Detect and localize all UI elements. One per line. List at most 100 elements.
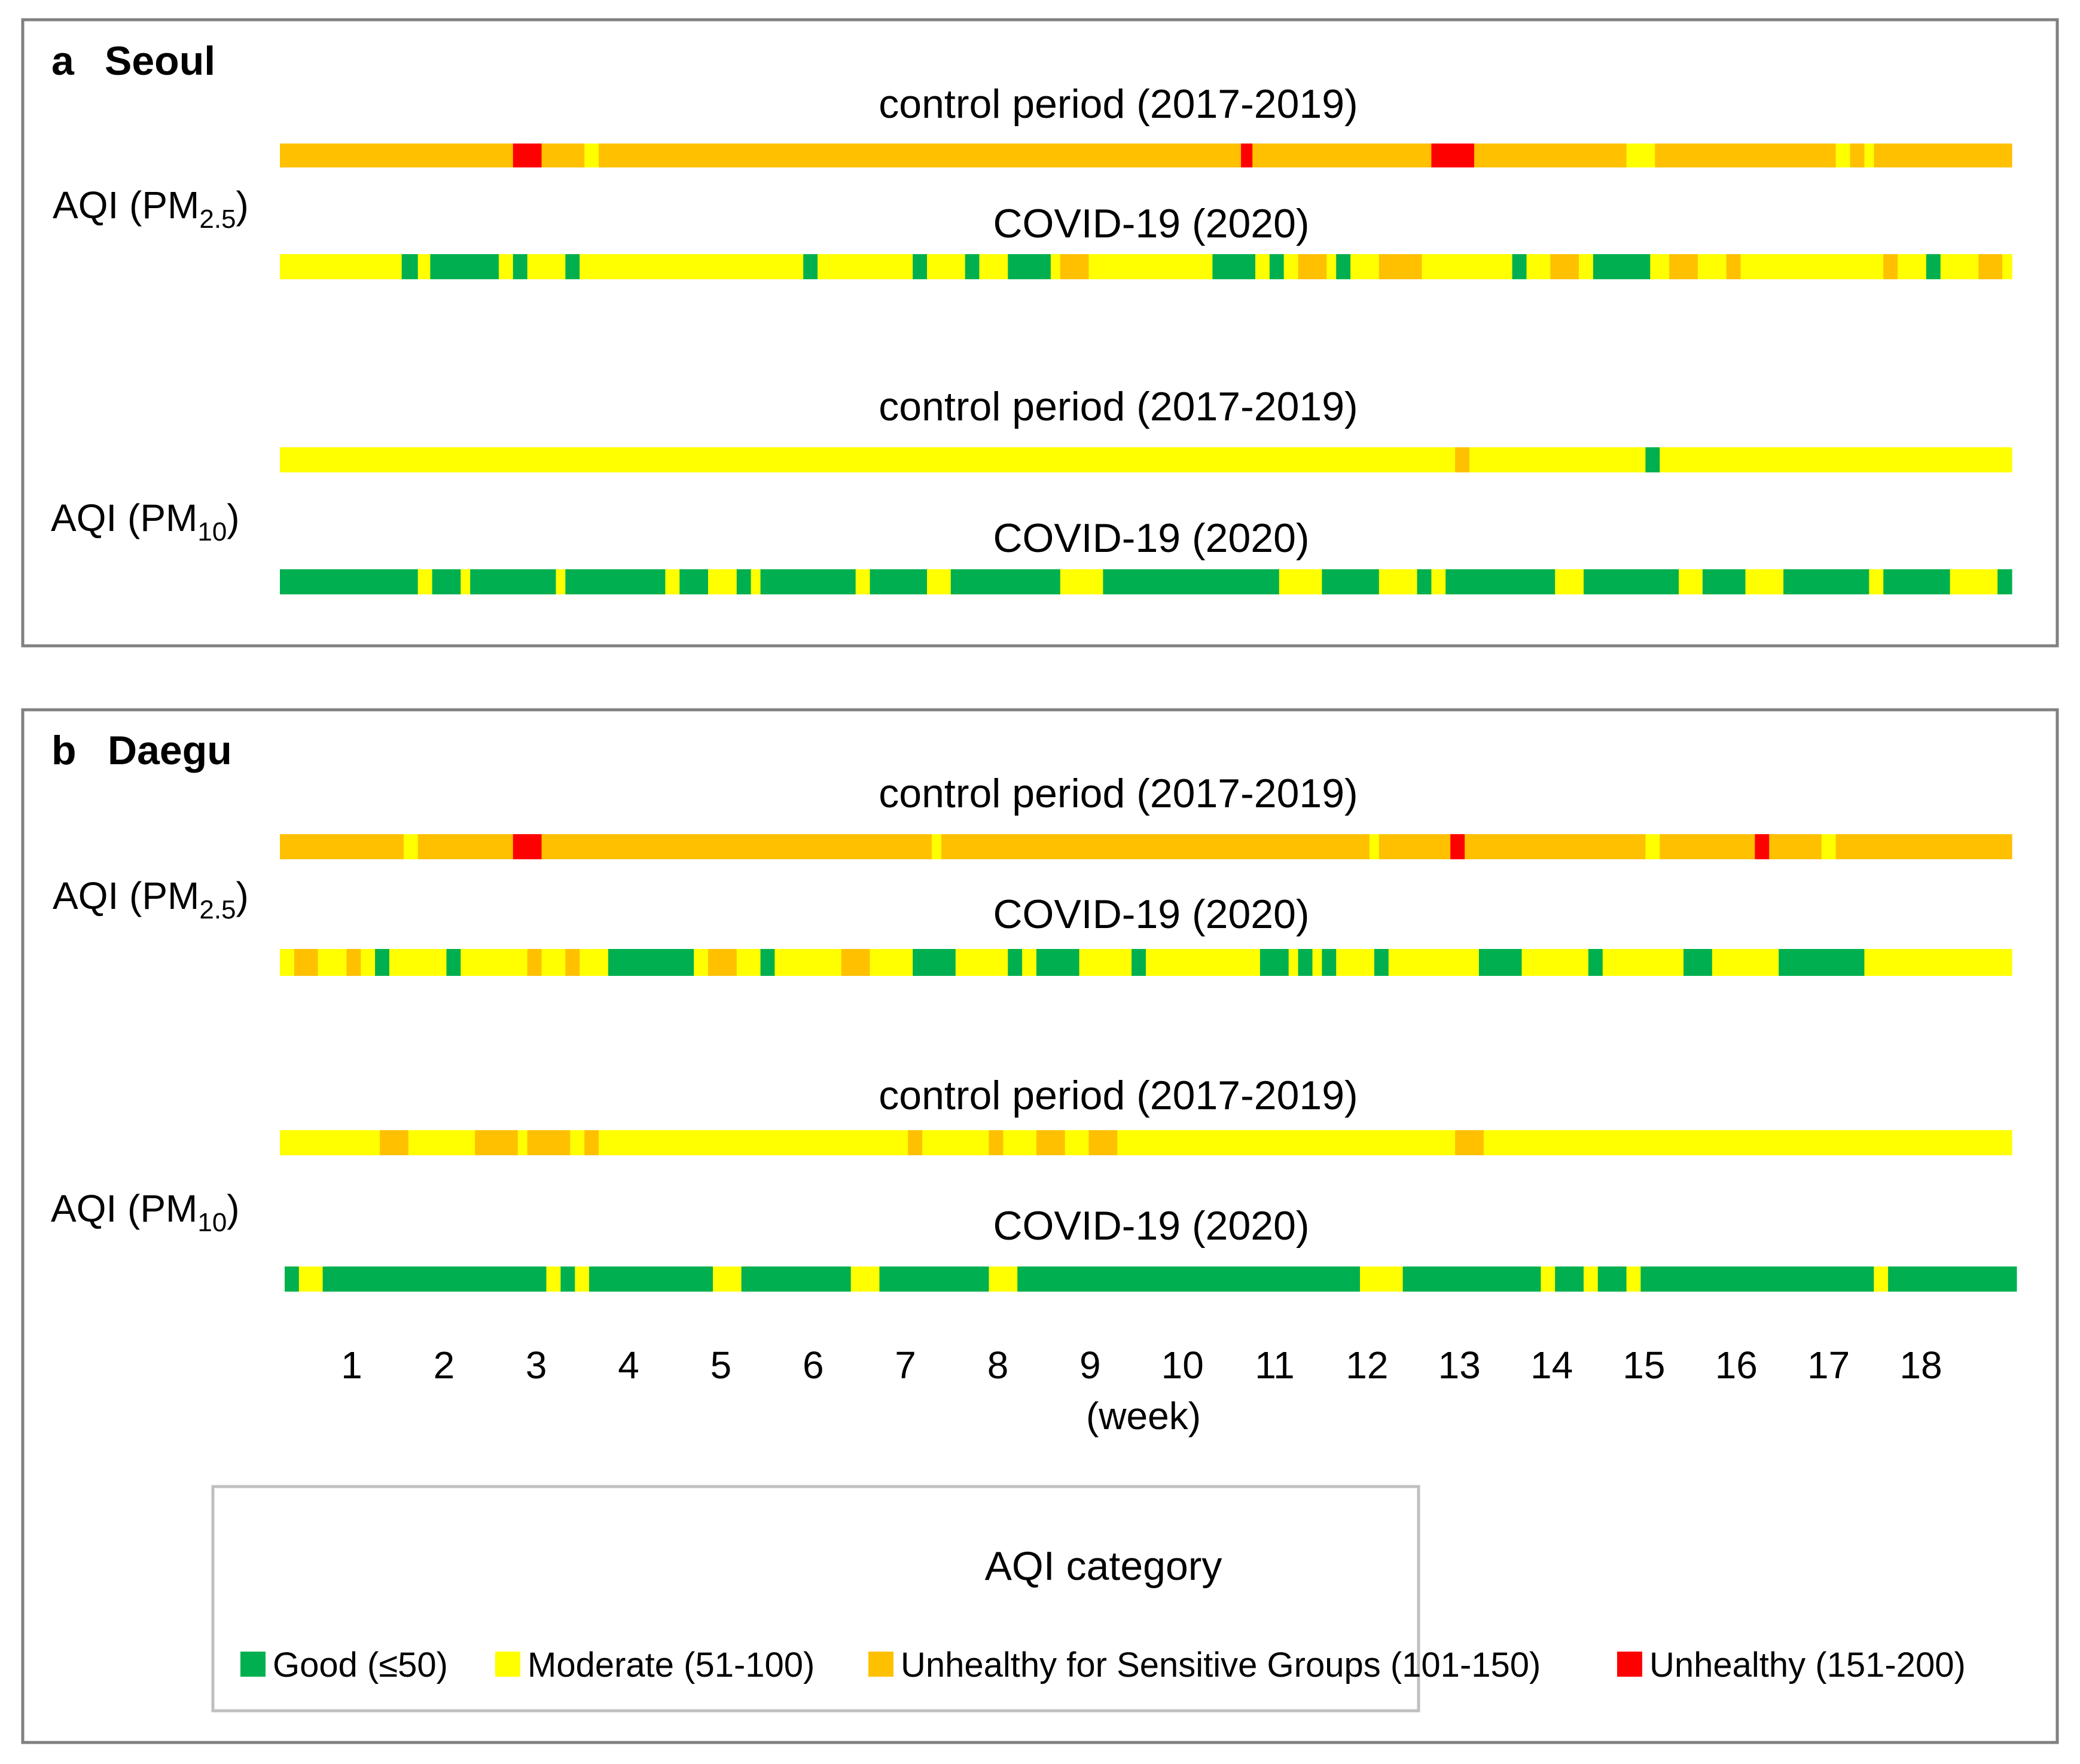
- seoul-pm25-label-sub: 2.5: [199, 205, 236, 234]
- legend-label-M: Moderate (51-100): [527, 1646, 815, 1684]
- legend-swatch-G: [240, 1652, 266, 1677]
- aqi-segment-M: [751, 569, 761, 594]
- aqi-segment-G: [1888, 1266, 2017, 1292]
- panel-seoul-city: Seoul: [105, 38, 215, 84]
- aqi-segment-M: [1378, 569, 1417, 594]
- aqi-segment-U: [280, 144, 514, 167]
- aqi-segment-M: [1483, 1130, 2012, 1155]
- aqi-segment-M: [517, 1130, 528, 1155]
- panel-daegu-letter: b: [51, 728, 77, 773]
- daegu-pm10-control-label: control period (2017-2019): [879, 1073, 1358, 1118]
- aqi-segment-M: [575, 1266, 590, 1292]
- aqi-segment-M: [1526, 254, 1551, 279]
- aqi-segment-M: [850, 1266, 880, 1292]
- aqi-segment-G: [1008, 949, 1023, 976]
- aqi-segment-G: [1779, 949, 1865, 976]
- daegu-pm10-label-close: ): [227, 1187, 239, 1230]
- aqi-segment-U: [1088, 1130, 1118, 1155]
- aqi-segment-M: [1712, 949, 1779, 976]
- aqi-segment-M: [1022, 949, 1037, 976]
- aqi-segment-U: [1060, 254, 1090, 279]
- aqi-segment-M: [389, 949, 447, 976]
- seoul-pm10-label-main: AQI (PM: [51, 496, 197, 539]
- week-tick-label: 11: [1255, 1344, 1294, 1387]
- aqi-segment-U: [989, 1130, 1004, 1155]
- aqi-segment-R: [1431, 144, 1475, 167]
- week-tick-label: 10: [1161, 1344, 1204, 1387]
- aqi-segment-G: [965, 254, 980, 279]
- aqi-segment-U: [1769, 834, 1822, 859]
- aqi-segment-M: [1350, 254, 1380, 279]
- week-axis: 1 2 3 4 5 6 7 8 9 10 11 12 13 14 15 16 17 18: [341, 1344, 1942, 1387]
- aqi-segment-U: [527, 949, 542, 976]
- aqi-segment-M: [584, 144, 599, 167]
- aqi-segment-M: [1602, 949, 1684, 976]
- aqi-segment-R: [1241, 144, 1253, 167]
- aqi-segment-U: [294, 949, 319, 976]
- aqi-segment-M: [546, 1266, 561, 1292]
- daegu-pm25-control-label: control period (2017-2019): [879, 771, 1358, 816]
- seoul-pm10-control-label: control period (2017-2019): [879, 384, 1358, 429]
- aqi-segment-G: [1017, 1266, 1361, 1292]
- aqi-segment-M: [1950, 569, 1998, 594]
- aqi-segment-M: [280, 1130, 380, 1155]
- aqi-segment-G: [513, 254, 528, 279]
- aqi-segment-M: [1469, 447, 1646, 472]
- aqi-segment-G: [608, 949, 694, 976]
- aqi-segment-G: [1883, 569, 1951, 594]
- aqi-segment-G: [803, 254, 818, 279]
- aqi-segment-U: [908, 1130, 923, 1155]
- legend-frame: [211, 1485, 1420, 1713]
- aqi-segment-M: [280, 254, 402, 279]
- aqi-segment-G: [760, 949, 776, 976]
- aqi-segment-M: [408, 1130, 475, 1155]
- aqi-segment-M: [541, 949, 566, 976]
- aqi-segment-U: [1660, 834, 1755, 859]
- aqi-segment-M: [1146, 949, 1261, 976]
- week-tick-label: 16: [1715, 1344, 1758, 1387]
- aqi-segment-G: [879, 1266, 990, 1292]
- aqi-segment-G: [565, 569, 666, 594]
- daegu-pm25-covid-label: COVID-19 (2020): [993, 892, 1309, 937]
- aqi-segment-G: [950, 569, 1061, 594]
- aqi-segment-G: [1702, 569, 1746, 594]
- aqi-segment-M: [580, 254, 804, 279]
- aqi-segment-M: [460, 949, 528, 976]
- aqi-segment-M: [1360, 1266, 1404, 1292]
- aqi-segment-M: [665, 569, 680, 594]
- aqi-segment-M: [1650, 254, 1670, 279]
- aqi-segment-M: [417, 569, 433, 594]
- aqi-segment-M: [1864, 144, 1874, 167]
- aqi-segment-G: [401, 254, 419, 279]
- aqi-segment-U: [1252, 144, 1432, 167]
- seoul-pm25-group-label: AQI (PM2.5): [53, 184, 249, 234]
- legend-swatch-U: [868, 1652, 893, 1677]
- aqi-segment-M: [1679, 569, 1703, 594]
- aqi-segment-M: [1626, 1266, 1642, 1292]
- legend-swatch-R: [1617, 1652, 1642, 1677]
- aqi-segment-M: [460, 569, 471, 594]
- aqi-segment-M: [708, 569, 737, 594]
- aqi-segment-U: [599, 144, 1242, 167]
- aqi-segment-G: [1555, 1266, 1584, 1292]
- aqi-segment-U: [1378, 834, 1451, 859]
- aqi-segment-G: [679, 569, 709, 594]
- aqi-segment-M: [1003, 1130, 1037, 1155]
- aqi-segment-M: [1697, 254, 1727, 279]
- aqi-segment-U: [1298, 254, 1327, 279]
- legend-items: Good (≤50) Moderate (51-100) Unhealthy for…: [240, 1646, 1966, 1684]
- aqi-segment-M: [774, 949, 842, 976]
- aqi-segment-U: [1669, 254, 1698, 279]
- week-tick-label: 6: [803, 1344, 824, 1387]
- aqi-segment-U: [1883, 254, 1898, 279]
- daegu-pm25-label-main: AQI (PM: [53, 874, 199, 917]
- seoul-pm25-label-main: AQI (PM: [53, 184, 199, 227]
- aqi-segment-U: [841, 949, 871, 976]
- seoul-pm10-covid-label: COVID-19 (2020): [993, 515, 1309, 561]
- aqi-segment-G: [589, 1266, 713, 1292]
- aqi-segment-G: [470, 569, 556, 594]
- week-tick-label: 18: [1899, 1344, 1942, 1387]
- aqi-segment-M: [927, 569, 951, 594]
- aqi-segment-G: [870, 569, 928, 594]
- seoul-pm25-covid-bar: [280, 254, 2012, 279]
